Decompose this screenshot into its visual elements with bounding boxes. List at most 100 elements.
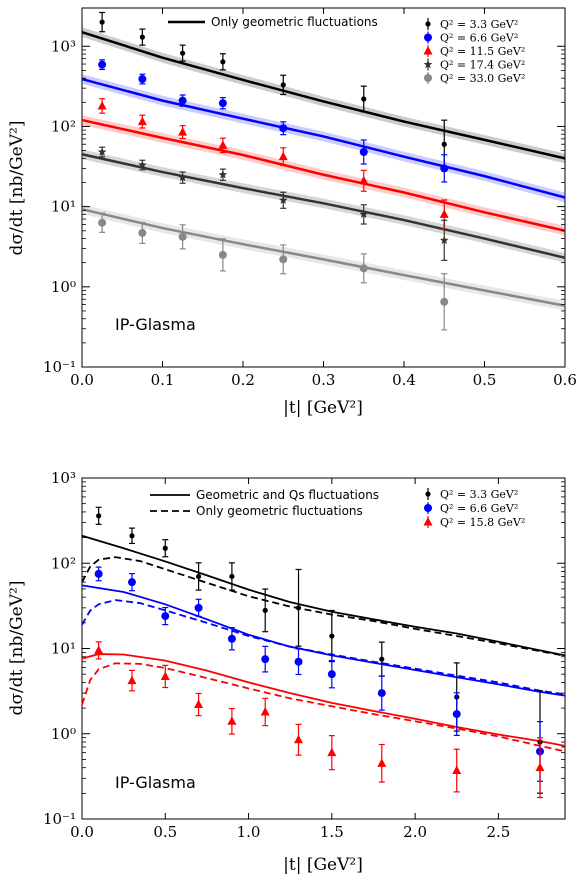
top-y-tick-label: 10¹ (51, 198, 76, 216)
top-data-point (359, 264, 368, 273)
top-data-point (440, 297, 449, 306)
bottom-model-curve-dashed (81, 599, 566, 696)
bottom-data-point (162, 545, 168, 551)
bottom-data-point (295, 605, 302, 611)
top-data-point (359, 209, 369, 219)
top-data-point (98, 60, 107, 69)
bottom-plot-frame (81, 477, 566, 820)
bottom-x-tick-label: 1.0 (237, 823, 261, 841)
top-x-tick-label: 0.0 (70, 371, 94, 389)
top-data-point (178, 232, 187, 241)
top-legend-series-label: Q² = 33.0 GeV² (440, 72, 525, 85)
top-annotation: IP-Glasma (115, 315, 196, 334)
top-legend-marker (424, 74, 432, 82)
bottom-data-point (160, 671, 170, 680)
bottom-legend-solid-label: Geometric and Qs fluctuations (196, 488, 379, 502)
top-data-point (218, 140, 228, 149)
top-x-tick-label: 0.2 (231, 371, 255, 389)
top-data-point (138, 228, 147, 237)
bottom-data-point (129, 533, 135, 539)
bottom-legend: Geometric and Qs fluctuations Only geome… (150, 488, 379, 518)
top-x-tick-label: 0.5 (473, 371, 497, 389)
bottom-model-curve-dashed (81, 556, 566, 657)
bottom-data-point (294, 657, 303, 666)
top-data-point (138, 160, 147, 169)
bottom-data-point (127, 578, 136, 587)
top-axes: 0.0 0.1 0.2 0.3 0.4 0.5 0.6 10⁻¹ 10⁰ 10¹ 10² 10³ (43, 8, 577, 389)
top-y-axis-label: dσ/dt [nb/GeV²] (7, 121, 27, 256)
bottom-data-point (195, 573, 202, 580)
top-model-curve (81, 207, 566, 308)
top-data-point (439, 209, 449, 218)
top-model-curves (81, 30, 566, 308)
top-data-point (97, 100, 107, 110)
bottom-data-point (94, 645, 104, 654)
bottom-chart: 0.0 0.5 1.0 1.5 2.0 2.5 10⁻¹ 10⁰ 10¹ 10² 10³ Geome… (7, 469, 566, 875)
bottom-x-tick-label: 2.5 (486, 823, 510, 841)
top-y-tick-label: 10⁻¹ (43, 358, 76, 376)
top-model-curve (81, 77, 566, 199)
top-model-curve (81, 153, 566, 260)
bottom-legend-series-label: Q² = 15.8 GeV² (440, 516, 525, 529)
bottom-data-point (327, 747, 337, 757)
top-data-point (440, 164, 449, 173)
top-legend-marker (425, 21, 431, 27)
top-y-tick-label: 10³ (51, 37, 76, 55)
top-data-point (139, 34, 145, 40)
top-legend-marker (423, 60, 433, 69)
top-legend-series-label: Q² = 11.5 GeV² (440, 45, 525, 58)
bottom-data-point (294, 734, 304, 744)
top-data-point (218, 99, 227, 108)
bottom-data-points (94, 506, 545, 799)
top-data-points (97, 11, 449, 331)
bottom-data-point (194, 699, 204, 709)
bottom-x-tick-label: 2.0 (403, 823, 427, 841)
bottom-y-tick-label: 10³ (51, 469, 76, 487)
top-x-tick-label: 0.4 (392, 371, 416, 389)
top-model-curve (81, 118, 566, 232)
bottom-data-point (329, 633, 335, 639)
bottom-data-point (227, 716, 237, 725)
bottom-data-point (127, 675, 137, 685)
bottom-legend-series-label: Q² = 6.6 GeV² (440, 502, 518, 515)
top-data-point (278, 195, 288, 204)
top-uncertainty-band (82, 204, 565, 311)
top-data-point (278, 151, 288, 161)
top-legend-marker (424, 33, 432, 42)
bottom-y-tick-label: 10¹ (51, 640, 76, 658)
top-data-point (218, 170, 228, 179)
bottom-y-tick-label: 10⁰ (51, 725, 76, 743)
bottom-data-point (262, 607, 268, 613)
bottom-model-curves (81, 534, 566, 753)
bottom-data-point (327, 670, 336, 679)
top-legend-series-label: Q² = 3.3 GeV² (440, 18, 518, 31)
bottom-data-point (377, 758, 387, 767)
bottom-data-point (452, 765, 462, 775)
top-x-tick-label: 0.1 (151, 371, 175, 389)
bottom-data-point (535, 762, 545, 772)
top-legend-series-label: Q² = 17.4 GeV² (440, 59, 525, 72)
bottom-x-tick-label: 1.5 (320, 823, 344, 841)
bottom-model-curve-dashed (81, 662, 566, 753)
top-x-tick-label: 0.3 (312, 371, 336, 389)
bottom-legend-marker (425, 491, 431, 497)
bottom-data-point (161, 612, 170, 621)
top-data-point (359, 148, 368, 157)
bottom-y-tick-label: 10² (51, 554, 76, 572)
top-legend-marker (423, 46, 433, 55)
top-x-axis-label: |t| [GeV²] (283, 398, 363, 418)
top-legend: Only geometric fluctuations (168, 15, 378, 29)
bottom-x-axis-label: |t| [GeV²] (283, 855, 363, 875)
top-data-point (99, 19, 105, 25)
top-data-point (359, 175, 369, 185)
bottom-data-point (261, 655, 270, 664)
top-data-point (280, 82, 286, 88)
bottom-model-curve-solid (81, 534, 566, 657)
top-data-point (98, 218, 107, 227)
top-data-point (279, 255, 288, 264)
top-data-point (279, 124, 288, 133)
bottom-data-point (96, 513, 102, 519)
top-chart: 0.0 0.1 0.2 0.3 0.4 0.5 0.6 10⁻¹ 10⁰ 10¹ 10² 10³ On… (7, 7, 577, 418)
bottom-x-tick-label: 0.0 (70, 823, 94, 841)
